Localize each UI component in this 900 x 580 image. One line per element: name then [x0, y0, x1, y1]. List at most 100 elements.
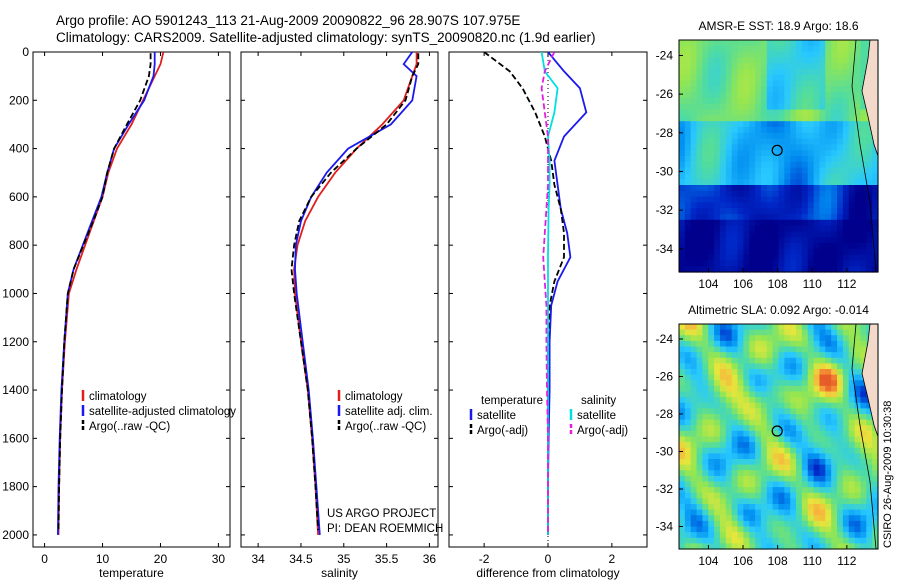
map-cell — [719, 391, 727, 398]
map-cell — [866, 237, 873, 244]
map-cell — [679, 408, 686, 415]
map-cell — [813, 103, 821, 111]
map-cell — [807, 51, 815, 58]
map-cell — [819, 80, 826, 87]
map-cell — [719, 161, 727, 169]
map-cell — [784, 335, 791, 342]
map-cell — [778, 487, 785, 494]
y-tick-label: 1400 — [2, 383, 29, 397]
map-cell — [778, 161, 785, 169]
map-cell — [801, 248, 809, 256]
map-cell — [837, 414, 844, 421]
map-cell — [702, 470, 709, 477]
map-cell — [842, 391, 850, 398]
map-cell — [790, 248, 797, 256]
map-cell — [854, 543, 862, 550]
map-cell — [819, 173, 826, 180]
map-cell — [708, 391, 715, 398]
map-cell — [831, 481, 838, 488]
map-cell — [796, 219, 803, 227]
map-cell — [760, 150, 768, 157]
argo-location-marker — [771, 425, 783, 437]
map-cell — [690, 248, 698, 256]
map-cell — [813, 324, 821, 331]
map-cell — [831, 374, 838, 381]
map-cell — [790, 504, 797, 511]
map-cell — [866, 520, 873, 528]
map-cell — [760, 369, 768, 376]
map-cell — [801, 237, 809, 244]
map-cell — [796, 520, 803, 528]
map-cell — [778, 374, 785, 381]
map-cell — [819, 504, 826, 511]
map-cell — [819, 243, 826, 250]
map-cell — [679, 225, 686, 232]
map-cell — [702, 487, 709, 494]
map-cell — [708, 121, 715, 128]
map-cell — [819, 237, 826, 244]
map-cell — [784, 414, 791, 421]
map-cell — [696, 543, 704, 550]
map-cell — [755, 487, 762, 494]
map-cell — [778, 138, 785, 145]
map-cell — [702, 520, 709, 528]
map-cell — [819, 161, 826, 169]
map-cell — [679, 352, 686, 359]
map-cell — [737, 92, 744, 99]
map-cell — [708, 408, 715, 415]
map-cell — [684, 92, 692, 99]
map-cell — [731, 498, 739, 505]
map-cell — [702, 335, 709, 342]
map-cell — [790, 225, 797, 232]
map-cell — [760, 459, 768, 466]
map-cell — [842, 57, 850, 64]
map-cell — [866, 156, 873, 163]
map-cell — [679, 481, 686, 488]
map-cell — [749, 543, 756, 550]
map-cell — [848, 504, 856, 511]
map-cell — [731, 150, 739, 157]
map-cell — [866, 219, 873, 227]
map-cell — [831, 80, 838, 87]
map-cell — [813, 408, 821, 415]
map-cell — [760, 543, 768, 550]
map-cell — [784, 475, 791, 483]
map-cell — [848, 419, 856, 426]
map-cell — [719, 481, 727, 488]
map-cell — [831, 324, 838, 331]
map-cell — [837, 248, 844, 256]
map-cell — [725, 214, 733, 221]
map-cell — [690, 173, 698, 180]
map-cell — [714, 40, 721, 47]
map-cell — [819, 127, 826, 134]
map-cell — [854, 196, 862, 203]
map-cell — [819, 453, 826, 460]
map-cell — [696, 487, 704, 494]
map-cell — [842, 167, 850, 174]
map-cell — [749, 352, 756, 359]
map-cell — [743, 173, 750, 180]
map-cell — [860, 260, 867, 267]
map-cell — [796, 92, 803, 99]
map-cell — [819, 51, 826, 58]
map-cell — [866, 161, 873, 169]
map-cell — [772, 543, 780, 550]
map-cell — [860, 537, 867, 544]
map-cell — [854, 92, 862, 99]
map-cell — [866, 442, 873, 449]
map-cell — [772, 329, 780, 336]
map-cell — [760, 470, 768, 477]
map-cell — [854, 329, 862, 336]
map-cell — [848, 144, 856, 151]
map-cell — [725, 196, 733, 203]
map-cell — [702, 340, 709, 348]
map-cell — [760, 103, 768, 111]
map-cell — [807, 459, 815, 466]
map-cell — [755, 397, 762, 404]
map-cell — [690, 537, 698, 544]
map-cell — [866, 167, 873, 174]
map-cell — [831, 144, 838, 151]
x-tick-label: 0 — [41, 552, 48, 566]
map-cell — [778, 532, 785, 539]
map-cell — [731, 266, 739, 273]
